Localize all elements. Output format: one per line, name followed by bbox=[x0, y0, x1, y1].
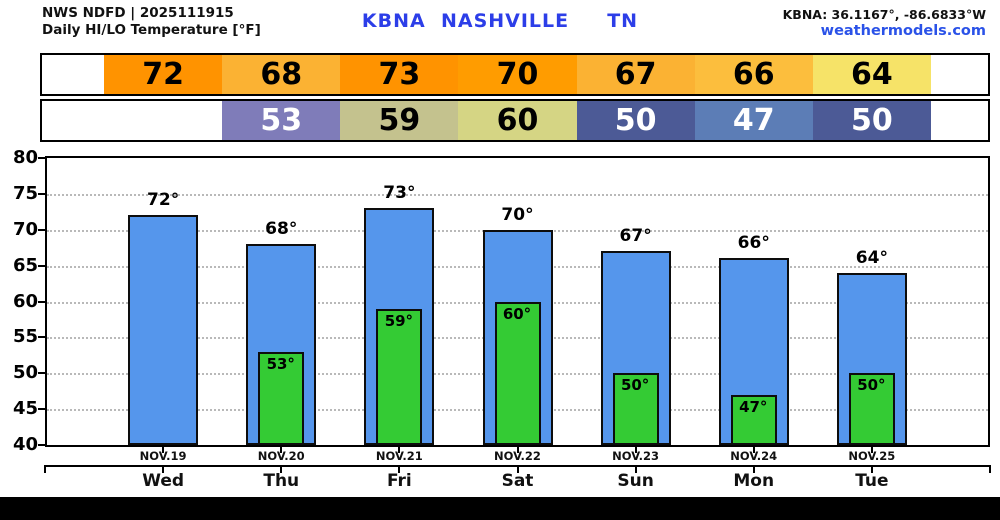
site-link[interactable]: weathermodels.com bbox=[820, 23, 986, 39]
gridline bbox=[47, 193, 988, 196]
low-band-cell: 50 bbox=[812, 101, 931, 140]
day-axis-tick bbox=[752, 465, 755, 473]
day-axis-tick bbox=[634, 465, 637, 473]
footer-bar bbox=[0, 497, 1000, 520]
high-band-cell: 73 bbox=[340, 55, 459, 94]
high-temp-value-label: 67° bbox=[619, 226, 652, 247]
y-axis-label: 65 bbox=[12, 254, 38, 276]
high-band-cell: 72 bbox=[104, 55, 223, 94]
low-temp-bar: 50° bbox=[848, 373, 895, 445]
y-axis-tick bbox=[38, 157, 45, 159]
header-left: NWS NDFD | 2025111915 Daily HI/LO Temper… bbox=[42, 5, 261, 39]
high-temp-value-label: 73° bbox=[383, 183, 416, 204]
model-run-label: NWS NDFD | 2025111915 bbox=[42, 5, 234, 21]
high-band-cell: 70 bbox=[458, 55, 577, 94]
low-temp-bar: 60° bbox=[494, 301, 541, 445]
x-axis-tick bbox=[516, 447, 519, 453]
y-axis-tick bbox=[38, 264, 45, 267]
day-label: Tue bbox=[855, 471, 889, 491]
day-axis-tick bbox=[398, 465, 401, 473]
low-band-cell: 50 bbox=[576, 101, 695, 140]
high-band-cell: 64 bbox=[812, 55, 931, 94]
date-label: NOV.19 bbox=[139, 449, 187, 463]
low-band-cell: 53 bbox=[222, 101, 341, 140]
day-label: Fri bbox=[387, 471, 412, 491]
day-axis-end-tick bbox=[44, 465, 46, 473]
x-axis-tick bbox=[752, 447, 755, 453]
y-axis-label: 40 bbox=[12, 434, 38, 455]
high-temp-value-label: 66° bbox=[737, 233, 770, 254]
y-axis-tick bbox=[38, 336, 45, 339]
low-temperature-strip: 53 59 60 50 47 50 bbox=[40, 99, 990, 142]
x-axis-tick bbox=[870, 447, 873, 453]
high-temp-value-label: 70° bbox=[501, 204, 534, 225]
low-temp-bar: 50° bbox=[612, 373, 659, 445]
date-label: NOV.24 bbox=[730, 449, 778, 463]
y-axis-label: 45 bbox=[12, 398, 38, 420]
low-temp-value-label: 60° bbox=[502, 304, 532, 323]
x-axis-tick bbox=[398, 447, 401, 453]
day-axis-tick bbox=[280, 465, 283, 473]
y-axis-tick bbox=[38, 408, 45, 411]
y-axis-label: 80 bbox=[12, 147, 38, 168]
date-label: NOV.22 bbox=[494, 449, 541, 463]
high-temp-value-label: 72° bbox=[147, 190, 180, 211]
y-axis-label: 70 bbox=[12, 218, 38, 240]
day-axis-tick bbox=[162, 465, 165, 473]
low-temp-value-label: 50° bbox=[620, 376, 650, 395]
high-band-cell: 67 bbox=[576, 55, 695, 94]
header-right: KBNA: 36.1167°, -86.6833°W weathermodels… bbox=[783, 7, 986, 39]
x-axis-tick bbox=[162, 447, 165, 453]
low-temp-bar: 59° bbox=[376, 308, 423, 445]
chart-plot-area: 72° 68° 53° 73° 59° 70° 60° 67° 50° 66° 47° 64° 50° bbox=[45, 156, 990, 447]
day-axis-end-tick bbox=[989, 465, 991, 473]
date-label: NOV.23 bbox=[612, 449, 660, 463]
day-label: Mon bbox=[733, 471, 775, 491]
high-band-cell: 68 bbox=[222, 55, 341, 94]
date-label: NOV.25 bbox=[848, 449, 896, 463]
y-axis-tick bbox=[38, 192, 45, 195]
day-axis-tick bbox=[870, 465, 873, 473]
high-band-cell: 66 bbox=[694, 55, 813, 94]
high-temperature-strip: 72 68 73 70 67 66 64 bbox=[40, 53, 990, 96]
low-temp-value-label: 47° bbox=[739, 397, 768, 416]
station-title: KBNA NASHVILLE TN bbox=[361, 10, 639, 32]
y-axis-label: 60 bbox=[12, 290, 38, 312]
day-label: Wed bbox=[142, 471, 185, 491]
day-axis-tick bbox=[516, 465, 519, 473]
low-temp-value-label: 59° bbox=[384, 311, 414, 330]
low-temp-value-label: 50° bbox=[857, 376, 886, 395]
y-axis-tick bbox=[38, 228, 45, 231]
low-band-cell: 60 bbox=[458, 101, 577, 140]
y-axis-label: 75 bbox=[12, 182, 38, 204]
low-temp-value-label: 53° bbox=[266, 354, 295, 373]
x-axis-tick bbox=[280, 447, 283, 453]
low-temp-bar: 53° bbox=[258, 351, 305, 445]
product-label: Daily HI/LO Temperature [°F] bbox=[42, 22, 261, 38]
station-coordinates: KBNA: 36.1167°, -86.6833°W bbox=[782, 7, 986, 22]
low-band-cell: 47 bbox=[694, 101, 813, 140]
low-temp-bar: 47° bbox=[730, 394, 777, 445]
y-axis-label: 50 bbox=[12, 362, 38, 384]
y-axis-label: 55 bbox=[12, 326, 38, 348]
y-axis-tick bbox=[38, 300, 45, 303]
high-temp-value-label: 64° bbox=[855, 247, 888, 268]
high-temp-bar bbox=[128, 215, 199, 445]
high-temp-bar bbox=[836, 272, 907, 445]
x-axis-tick bbox=[634, 447, 637, 453]
day-label: Sat bbox=[501, 471, 534, 491]
high-temp-value-label: 68° bbox=[265, 219, 298, 240]
y-axis-tick bbox=[38, 372, 45, 375]
day-label: Sun bbox=[617, 471, 654, 491]
date-label: NOV.20 bbox=[257, 449, 305, 463]
low-band-cell: 59 bbox=[340, 101, 459, 140]
y-axis-tick bbox=[38, 444, 45, 446]
date-label: NOV.21 bbox=[375, 449, 423, 463]
day-label: Thu bbox=[263, 471, 300, 491]
